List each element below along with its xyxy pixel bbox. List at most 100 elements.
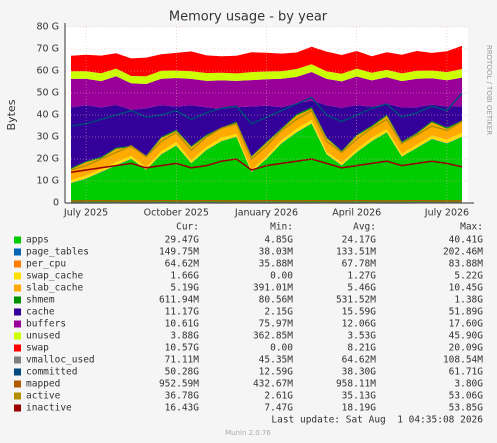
legend-swatch	[14, 356, 21, 364]
legend-stat: 3.53G	[347, 331, 376, 342]
legend-stat: 83.88M	[449, 259, 484, 270]
legend-stat: 80.56M	[259, 295, 294, 306]
legend-label: mapped	[26, 379, 60, 390]
y-tick-label: 0	[53, 198, 59, 209]
legend-swatch	[14, 260, 21, 268]
side-text: RRDTOOL / TOBI OETIKER	[485, 45, 493, 135]
legend-swatch	[14, 368, 21, 376]
legend-stat: 2.61G	[264, 391, 293, 402]
legend-label: page_tables	[26, 247, 89, 258]
y-tick-label: 20 G	[37, 154, 59, 165]
legend-swatch	[14, 404, 21, 412]
legend-stat: 952.59M	[159, 379, 199, 390]
legend-stat: 108.54M	[443, 355, 483, 366]
legend-stat: 20.09G	[449, 343, 484, 354]
legend-stat: 51.89G	[449, 307, 484, 318]
legend-label: per_cpu	[26, 259, 66, 270]
legend-swatch	[14, 248, 21, 256]
legend-label: committed	[26, 367, 77, 378]
legend-stat: 16.43G	[165, 403, 200, 414]
legend-header: Max:	[460, 222, 483, 233]
legend-stat: 362.85M	[253, 331, 293, 342]
legend-stat: 24.17G	[342, 235, 377, 246]
legend-stat: 17.60G	[449, 319, 484, 330]
legend-stat: 5.19G	[170, 283, 199, 294]
legend-stat: 64.62M	[342, 355, 377, 366]
version: Munin 2.0.76	[225, 429, 271, 437]
legend-label: slab_cache	[26, 283, 83, 294]
legend-stat: 67.78M	[342, 259, 377, 270]
legend-stat: 2.15G	[264, 307, 293, 318]
x-tick-label: January 2026	[234, 208, 298, 219]
area	[71, 64, 462, 84]
legend-stat: 5.46G	[347, 283, 376, 294]
legend-stat: 11.17G	[165, 307, 200, 318]
legend-stat: 40.41G	[449, 235, 484, 246]
legend-stat: 10.45G	[449, 283, 484, 294]
legend-label: vmalloc_used	[26, 355, 95, 366]
legend-stat: 53.06G	[449, 391, 484, 402]
legend-label: swap	[26, 343, 49, 354]
legend-stat: 5.22G	[454, 271, 483, 282]
legend-stat: 45.90G	[449, 331, 484, 342]
x-tick-label: July 2025	[63, 208, 108, 219]
legend-stat: 958.11M	[336, 379, 376, 390]
chart-title: Memory usage - by year	[169, 10, 328, 25]
legend-header: Min:	[270, 222, 293, 233]
legend-stat: 71.11M	[165, 355, 200, 366]
legend-stat: 18.19G	[342, 403, 377, 414]
y-tick-label: 50 G	[37, 88, 59, 99]
legend-stat: 531.52M	[336, 295, 376, 306]
legend-stat: 10.57G	[165, 343, 200, 354]
legend-swatch	[14, 332, 21, 340]
legend-stat: 12.06G	[342, 319, 377, 330]
legend-stat: 1.27G	[347, 271, 376, 282]
legend-stat: 149.75M	[159, 247, 199, 258]
legend-stat: 3.88G	[170, 331, 199, 342]
y-tick-label: 70 G	[37, 44, 59, 55]
x-tick-label: July 2026	[424, 208, 469, 219]
legend-stat: 202.46M	[443, 247, 483, 258]
legend-stat: 29.47G	[165, 235, 200, 246]
legend-stat: 10.61G	[165, 319, 200, 330]
legend-label: shmem	[26, 295, 55, 306]
legend-swatch	[14, 284, 21, 292]
legend-stat: 75.97M	[259, 319, 294, 330]
legend-stat: 64.62M	[165, 259, 200, 270]
legend-stat: 4.85G	[264, 235, 293, 246]
legend-stat: 45.35M	[259, 355, 294, 366]
legend-stat: 391.01M	[253, 283, 293, 294]
legend-swatch	[14, 380, 21, 388]
legend-label: unused	[26, 331, 60, 342]
legend-swatch	[14, 272, 21, 280]
legend-label: buffers	[26, 319, 66, 330]
legend-stat: 38.03M	[259, 247, 294, 258]
legend-stat: 432.67M	[253, 379, 293, 390]
legend-stat: 61.71G	[449, 367, 484, 378]
legend-stat: 53.85G	[449, 403, 484, 414]
x-tick-label: October 2025	[144, 208, 209, 219]
legend-header: Cur:	[176, 222, 199, 233]
legend-stat: 50.28G	[165, 367, 200, 378]
legend-stat: 1.38G	[454, 295, 483, 306]
legend-stat: 133.51M	[336, 247, 376, 258]
legend-stat: 38.30G	[342, 367, 377, 378]
legend-stat: 1.66G	[170, 271, 199, 282]
legend-stat: 0.00	[270, 271, 293, 282]
legend-stat: 0.00	[270, 343, 293, 354]
legend-swatch	[14, 392, 21, 400]
legend-stat: 36.78G	[165, 391, 200, 402]
legend-label: cache	[26, 307, 55, 318]
y-tick-label: 80 G	[37, 22, 59, 33]
legend-label: inactive	[26, 403, 72, 414]
legend-stat: 3.80G	[454, 379, 483, 390]
legend-swatch	[14, 308, 21, 316]
legend-stat: 8.21G	[347, 343, 376, 354]
legend-stat: 35.13G	[342, 391, 377, 402]
legend-header: Avg:	[353, 222, 376, 233]
legend-stat: 611.94M	[159, 295, 199, 306]
x-tick-label: April 2026	[332, 208, 381, 219]
area	[71, 123, 462, 203]
y-tick-label: 30 G	[37, 132, 59, 143]
